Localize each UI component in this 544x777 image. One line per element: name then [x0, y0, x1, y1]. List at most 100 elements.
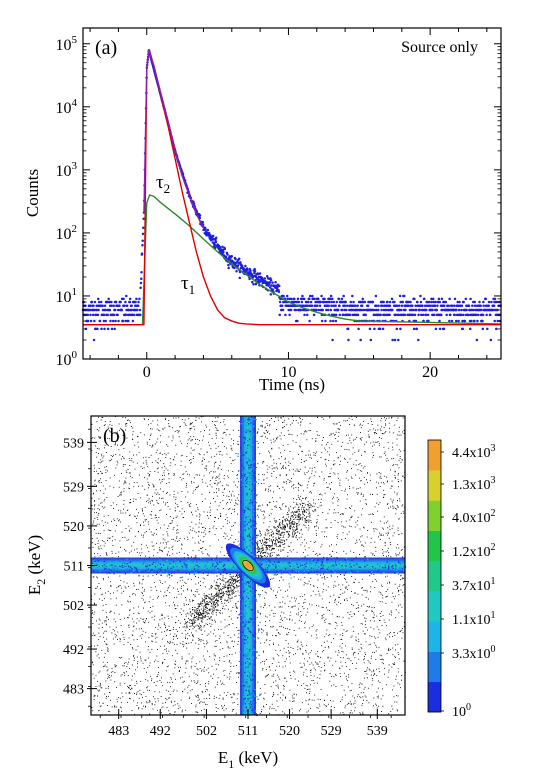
background-count — [365, 627, 367, 628]
background-count — [179, 707, 181, 709]
background-count — [284, 677, 285, 679]
background-count — [275, 594, 277, 596]
background-count — [288, 650, 289, 652]
background-count — [137, 436, 139, 437]
background-count — [329, 417, 331, 419]
background-count — [378, 705, 380, 707]
background-count — [315, 530, 317, 532]
background-count — [316, 519, 318, 521]
background-count — [372, 428, 374, 430]
background-count — [185, 621, 187, 623]
background-count — [366, 591, 368, 593]
background-count — [268, 501, 270, 503]
background-count — [173, 636, 175, 637]
background-count — [373, 432, 375, 433]
background-count — [205, 482, 207, 484]
background-count — [395, 649, 396, 651]
background-count — [150, 422, 152, 424]
background-count — [305, 522, 307, 524]
background-count — [208, 461, 210, 463]
background-count — [114, 444, 116, 446]
background-count — [92, 522, 94, 524]
background-count — [346, 581, 348, 583]
background-count — [283, 712, 285, 714]
background-count — [363, 688, 365, 690]
background-count — [230, 637, 232, 639]
background-count — [222, 500, 224, 502]
background-count — [238, 629, 240, 631]
background-count — [281, 456, 282, 458]
panel-a-frame — [82, 27, 502, 360]
background-count — [316, 634, 317, 636]
background-count — [144, 419, 146, 420]
background-count — [360, 480, 362, 481]
background-count — [96, 490, 97, 492]
background-count — [183, 517, 185, 518]
background-count — [125, 477, 127, 479]
background-count — [340, 700, 341, 702]
background-count — [396, 420, 398, 421]
background-count — [320, 546, 322, 548]
background-count — [98, 583, 100, 584]
background-count — [360, 697, 362, 698]
background-count — [328, 635, 330, 637]
background-count — [304, 664, 305, 666]
background-count — [104, 641, 105, 642]
background-count — [367, 667, 368, 669]
background-count — [230, 662, 232, 664]
background-count — [269, 586, 271, 588]
background-count — [91, 505, 93, 506]
measured-count-point — [383, 304, 387, 307]
background-count — [174, 597, 175, 599]
background-count — [141, 628, 142, 630]
background-count — [298, 619, 300, 621]
background-count — [187, 502, 189, 503]
background-count — [159, 550, 161, 552]
background-count — [166, 531, 168, 533]
background-count — [280, 589, 282, 591]
background-count — [208, 555, 210, 557]
background-count — [214, 655, 216, 657]
background-count — [145, 531, 147, 532]
measured-count-point — [397, 338, 400, 342]
background-count — [302, 516, 304, 518]
background-count — [397, 710, 398, 712]
background-count — [209, 697, 210, 699]
background-count — [388, 669, 390, 671]
background-count — [131, 664, 133, 666]
background-count — [276, 665, 278, 667]
background-count — [91, 707, 93, 708]
background-count — [128, 601, 130, 603]
measured-count-point — [329, 319, 332, 323]
background-count — [141, 634, 143, 635]
background-count — [311, 635, 313, 637]
background-count — [380, 533, 382, 535]
background-count — [161, 454, 163, 455]
background-count — [216, 495, 218, 497]
background-count — [128, 692, 130, 694]
background-count — [223, 674, 225, 676]
background-count — [179, 627, 180, 629]
background-count — [344, 578, 346, 579]
background-count — [381, 711, 382, 712]
background-count — [156, 441, 158, 443]
background-count — [128, 685, 130, 687]
background-count — [102, 604, 104, 606]
background-count — [258, 516, 259, 518]
background-count — [313, 675, 315, 677]
background-count — [210, 631, 212, 633]
background-count — [94, 512, 95, 514]
background-count — [281, 606, 283, 608]
background-count — [123, 448, 125, 449]
background-count — [317, 698, 319, 700]
background-count — [188, 698, 190, 699]
background-count — [382, 482, 384, 483]
background-count — [177, 492, 179, 494]
background-count — [218, 638, 220, 640]
background-count — [107, 537, 109, 539]
background-count — [398, 449, 400, 451]
background-count — [260, 541, 262, 543]
measured-count-point — [338, 313, 342, 317]
background-count — [376, 528, 378, 530]
background-count — [308, 521, 309, 523]
